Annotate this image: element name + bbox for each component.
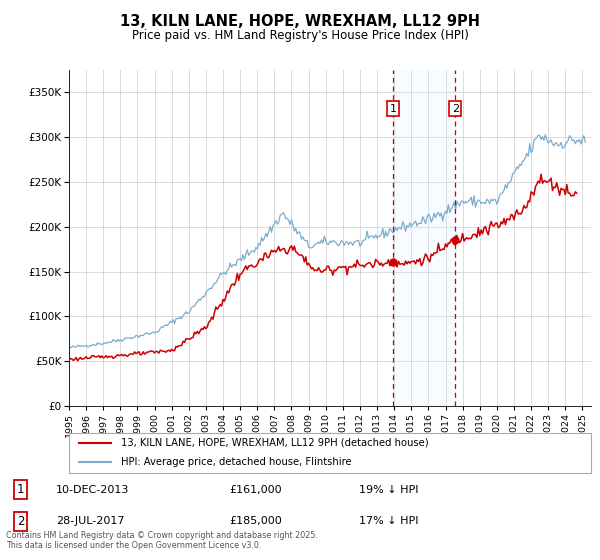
Bar bbox=[393, 70, 455, 406]
Text: 10-DEC-2013: 10-DEC-2013 bbox=[56, 485, 130, 495]
Text: Price paid vs. HM Land Registry's House Price Index (HPI): Price paid vs. HM Land Registry's House … bbox=[131, 29, 469, 42]
Text: 13, KILN LANE, HOPE, WREXHAM, LL12 9PH: 13, KILN LANE, HOPE, WREXHAM, LL12 9PH bbox=[120, 14, 480, 29]
Text: 13, KILN LANE, HOPE, WREXHAM, LL12 9PH (detached house): 13, KILN LANE, HOPE, WREXHAM, LL12 9PH (… bbox=[121, 438, 429, 448]
Text: £185,000: £185,000 bbox=[229, 516, 282, 526]
Text: Contains HM Land Registry data © Crown copyright and database right 2025.
This d: Contains HM Land Registry data © Crown c… bbox=[6, 530, 318, 550]
Text: HPI: Average price, detached house, Flintshire: HPI: Average price, detached house, Flin… bbox=[121, 457, 352, 467]
Text: 19% ↓ HPI: 19% ↓ HPI bbox=[359, 485, 418, 495]
Text: 1: 1 bbox=[17, 483, 25, 496]
Text: 1: 1 bbox=[389, 104, 397, 114]
Text: 17% ↓ HPI: 17% ↓ HPI bbox=[359, 516, 418, 526]
Text: 2: 2 bbox=[452, 104, 459, 114]
Text: 2: 2 bbox=[17, 515, 25, 528]
FancyBboxPatch shape bbox=[69, 433, 591, 473]
Text: 28-JUL-2017: 28-JUL-2017 bbox=[56, 516, 124, 526]
Text: £161,000: £161,000 bbox=[229, 485, 282, 495]
